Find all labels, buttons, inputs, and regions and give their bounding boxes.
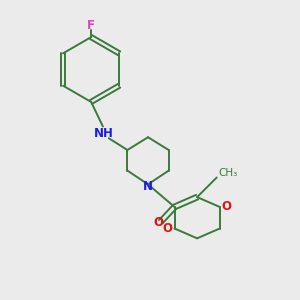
Text: N: N (143, 180, 153, 193)
Text: O: O (163, 222, 173, 235)
Text: O: O (222, 200, 232, 213)
Text: O: O (154, 216, 164, 229)
Text: F: F (87, 19, 95, 32)
Text: CH₃: CH₃ (219, 168, 238, 178)
Text: NH: NH (94, 127, 114, 140)
